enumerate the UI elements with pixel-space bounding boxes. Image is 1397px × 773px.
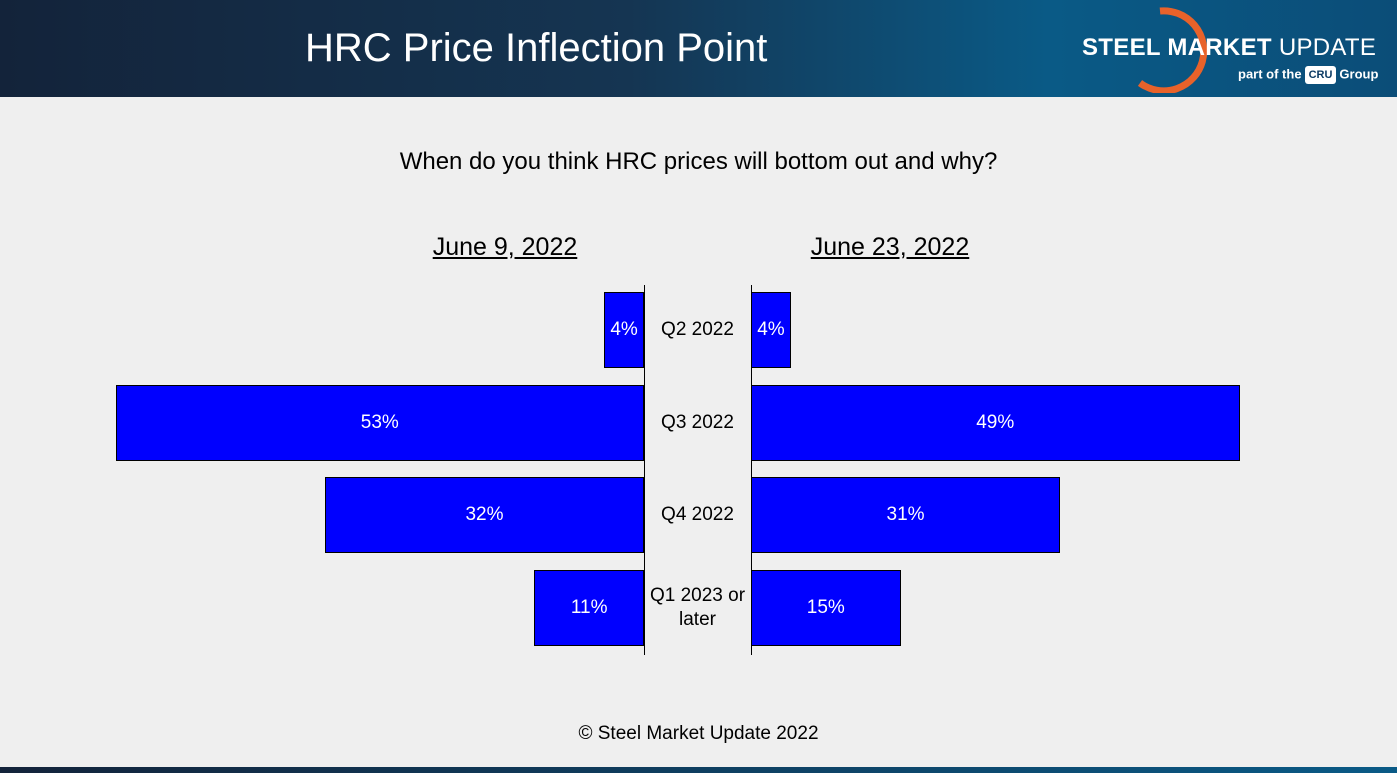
category-label: Q2 2022	[661, 319, 734, 340]
value-label: 49%	[976, 411, 1015, 433]
cru-badge: CRU	[1304, 66, 1337, 84]
value-label: 11%	[570, 596, 608, 618]
category-label: Q3 2022	[661, 411, 734, 433]
tagline-pre: part of the	[1238, 66, 1302, 82]
bar	[751, 569, 901, 646]
bar	[751, 384, 1240, 461]
category-label: Q1 2023 or later	[649, 584, 746, 630]
bar	[751, 292, 791, 368]
chart-title: When do you think HRC prices will bottom…	[399, 148, 998, 175]
brand: STEEL MARKET UPDATE	[1082, 34, 1376, 62]
value-label: 15%	[806, 596, 845, 618]
category-label: Q4 2022	[661, 504, 734, 525]
footer: © Steel Market Update 2022	[578, 723, 819, 744]
legend-entry: June 9, 2022	[432, 233, 578, 261]
header: HRC Price Inflection Point STEEL MARKET …	[0, 0, 1397, 97]
bottom-strip	[0, 767, 1397, 773]
bar	[604, 292, 644, 368]
axis-line	[644, 285, 645, 655]
bar	[324, 477, 644, 553]
legend-entry: June 23, 2022	[810, 233, 970, 261]
brand-bold: STEEL MARKET	[1082, 34, 1272, 61]
brand-text: UPDATE	[1278, 34, 1377, 61]
value-label: 4%	[610, 319, 638, 340]
tagline: part of the CRU Group	[1238, 66, 1378, 84]
value-label: 31%	[886, 504, 925, 525]
bar	[751, 477, 1061, 553]
value-label: 53%	[360, 411, 399, 433]
logo: STEEL MARKET UPDATE part of the CRU Group	[1080, 5, 1390, 93]
bar	[115, 384, 644, 461]
axis-line	[751, 285, 752, 655]
value-label: 4%	[757, 319, 785, 340]
bar	[534, 569, 644, 646]
value-label: 32%	[465, 504, 504, 525]
logo-swoosh	[1137, 7, 1208, 93]
header-title: HRC Price Inflection Point	[305, 26, 768, 70]
tagline-post: Group	[1339, 66, 1379, 82]
